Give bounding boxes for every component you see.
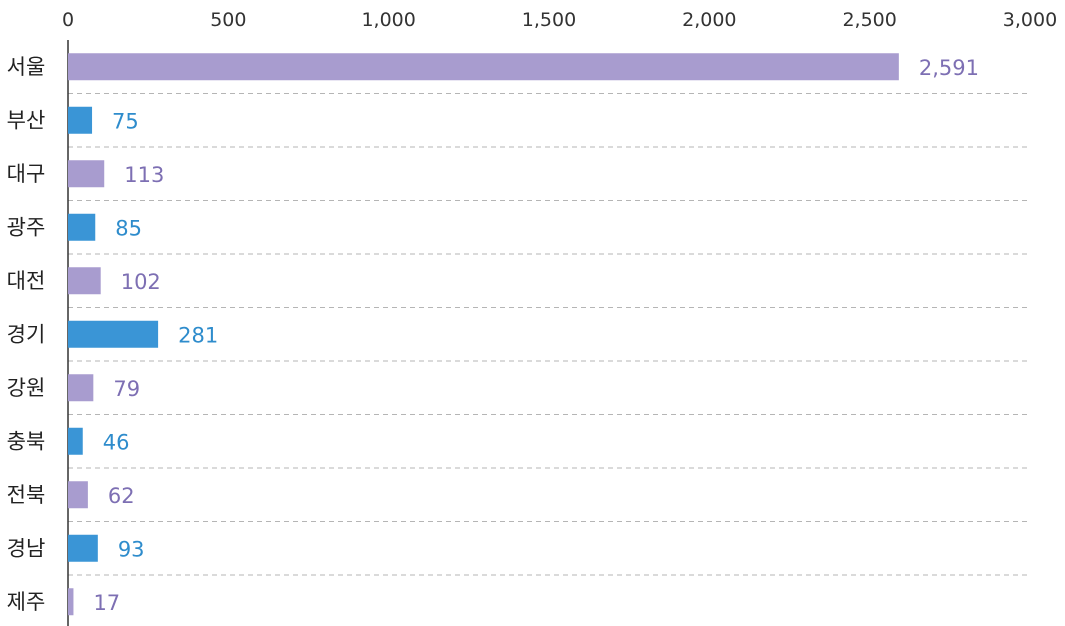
data-label: 79	[113, 377, 140, 401]
category-label: 경기	[7, 322, 46, 346]
bar	[68, 588, 74, 616]
gridlines	[68, 93, 1030, 576]
data-label: 113	[124, 163, 164, 187]
x-tick-label: 0	[62, 9, 74, 31]
data-label: 2,591	[919, 56, 979, 80]
data-label: 93	[118, 537, 145, 561]
data-label: 62	[108, 484, 135, 508]
x-axis-ticks: 0 500 1,000 1,500 2,000 2,500 3,000	[62, 9, 1057, 31]
category-label: 전북	[7, 483, 46, 507]
category-label: 충북	[7, 429, 46, 453]
bar	[68, 374, 94, 402]
category-label: 대구	[7, 162, 46, 186]
bar	[68, 106, 93, 134]
category-label: 광주	[7, 215, 46, 239]
data-label: 85	[115, 216, 142, 240]
bar	[68, 53, 899, 81]
data-label: 75	[112, 109, 139, 133]
bar	[68, 267, 101, 295]
data-labels: 2,591 75 113 85 102 281 79 46 62 93 17	[93, 56, 979, 615]
category-label: 경남	[7, 536, 46, 560]
category-label: 강원	[7, 376, 46, 400]
category-label: 제주	[7, 590, 46, 614]
category-label: 서울	[7, 55, 46, 79]
data-label: 102	[121, 270, 161, 294]
x-tick-label: 1,000	[361, 9, 415, 31]
bar	[68, 213, 96, 241]
bars	[68, 53, 899, 616]
category-label: 부산	[7, 108, 46, 132]
bar	[68, 427, 83, 455]
data-label: 17	[93, 591, 120, 615]
x-tick-label: 2,500	[842, 9, 896, 31]
data-label: 46	[103, 430, 130, 454]
category-label: 대전	[7, 269, 46, 293]
bar	[68, 534, 98, 562]
x-tick-label: 500	[210, 9, 246, 31]
bar	[68, 481, 88, 509]
x-tick-label: 2,000	[682, 9, 736, 31]
x-tick-label: 3,000	[1003, 9, 1057, 31]
bar	[68, 160, 105, 188]
data-label: 281	[178, 323, 218, 347]
x-tick-label: 1,500	[522, 9, 576, 31]
bar	[68, 320, 159, 348]
